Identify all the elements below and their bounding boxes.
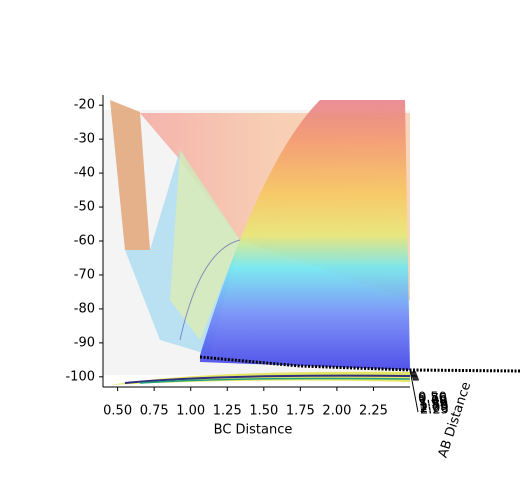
surface-left-wall [110,100,150,250]
contour-line [124,374,411,384]
z-tick-label: -70 [74,267,95,282]
y-tick-label: 1.50 [419,397,448,412]
z-tick-label: -40 [74,166,95,181]
x-tick-label: 2.00 [322,404,351,419]
x-tick-label: 2.25 [359,404,388,419]
z-tick-label: -100 [65,369,95,384]
surface [103,100,521,385]
x-tick-label: 0.50 [103,404,132,419]
z-tick-label: -20 [74,98,95,113]
y-tick-label: 1.25 [419,396,448,411]
x-tick-label: 1.00 [176,404,205,419]
y-tick-label: 0.75 [418,392,447,407]
x-tick-label: 0.75 [140,404,169,419]
y-tick-label: 1.75 [419,399,448,414]
y-tick-label: 0.50 [418,391,447,406]
z-tick-label: -50 [74,200,95,215]
z-tick-label: -90 [74,335,95,350]
trajectory [199,355,521,373]
z-tick-label: -30 [74,132,95,147]
y-tick-label: 2.00 [420,401,449,416]
x-tick-label: 1.50 [249,404,278,419]
y-tick-label: 1.00 [419,394,448,409]
y-axis [409,369,419,413]
z-tick-label: -60 [74,234,95,249]
x-tick-label: 1.75 [286,404,315,419]
contour-line [139,377,411,384]
surface-front [200,100,410,370]
x-axis-label: BC Distance [214,423,293,438]
z-tick-label: -80 [74,301,95,316]
surface-ridge [170,150,240,340]
x-tick-label: 1.25 [213,404,242,419]
surface-edge [179,239,241,341]
y-tick-label: 2.25 [420,403,449,418]
